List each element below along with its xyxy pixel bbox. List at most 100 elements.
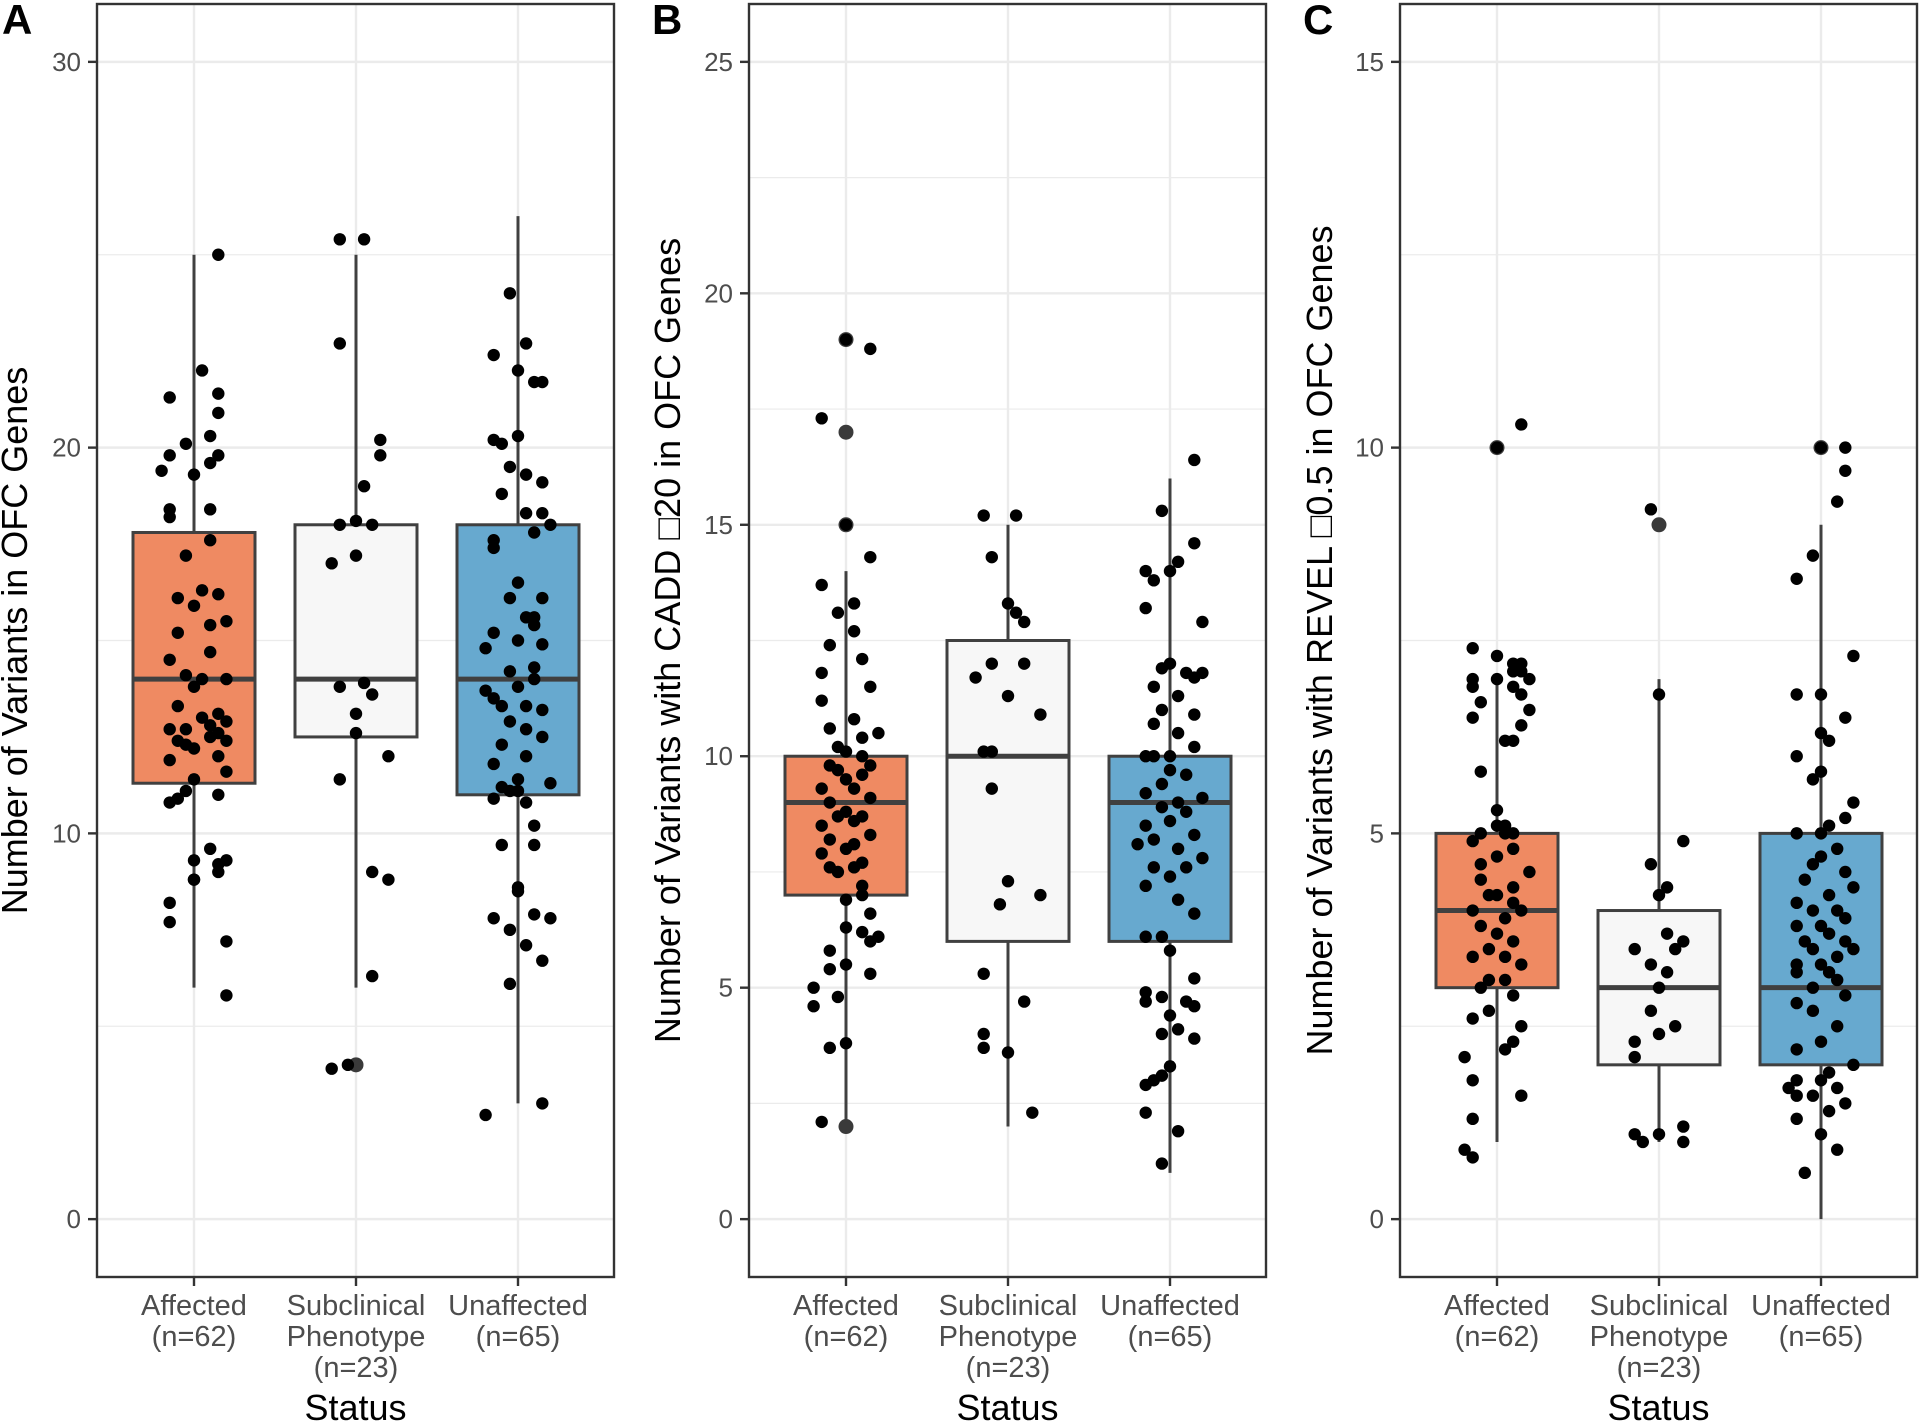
data-point <box>1790 919 1803 933</box>
data-point <box>977 1041 990 1055</box>
data-point <box>220 765 233 778</box>
data-point <box>536 591 549 605</box>
data-point <box>366 865 379 879</box>
y-tick-label: 20 <box>704 278 733 308</box>
data-point <box>1466 1074 1479 1087</box>
panel-letter: A <box>2 0 32 43</box>
data-point <box>1677 834 1690 848</box>
data-point <box>1628 1128 1641 1141</box>
data-point <box>503 715 517 728</box>
data-point <box>333 337 346 350</box>
data-point <box>1188 907 1201 920</box>
data-point <box>374 433 387 447</box>
data-point <box>536 476 549 489</box>
data-point <box>1814 765 1828 778</box>
data-point <box>1196 791 1209 805</box>
data-point <box>349 514 363 528</box>
data-point <box>823 962 836 976</box>
data-point <box>333 680 346 693</box>
data-point <box>1188 1032 1201 1045</box>
data-point <box>847 837 861 851</box>
data-point <box>163 653 176 666</box>
data-point <box>1677 935 1690 948</box>
data-point <box>977 967 990 980</box>
data-point <box>1017 657 1031 670</box>
y-tick-label: 10 <box>704 741 733 771</box>
data-point <box>1847 881 1860 894</box>
data-point <box>1822 819 1836 832</box>
data-point <box>1814 688 1828 701</box>
data-point <box>1507 935 1520 948</box>
data-point <box>1171 689 1185 703</box>
data-point <box>1806 549 1820 562</box>
data-point <box>1171 1023 1185 1036</box>
data-point <box>1515 904 1528 917</box>
data-point <box>1155 1069 1169 1082</box>
data-point <box>1839 811 1852 825</box>
data-point <box>1474 858 1488 871</box>
data-point <box>1814 441 1828 454</box>
data-point <box>1155 777 1169 791</box>
data-point <box>1507 842 1520 856</box>
data-point <box>155 464 168 477</box>
chart-panel-b: 0 5 10 15 20 25 Affected(n=62) SubclinicalPheno… <box>647 0 1268 1422</box>
data-point <box>1847 1058 1860 1072</box>
data-point <box>1139 819 1152 832</box>
data-point <box>839 773 853 786</box>
data-point <box>1196 666 1209 680</box>
data-point <box>823 722 836 735</box>
data-point <box>1163 564 1177 578</box>
data-point <box>325 1062 338 1075</box>
data-point <box>1474 981 1488 994</box>
data-point <box>1498 912 1512 925</box>
box-outlier <box>1651 517 1667 533</box>
data-point <box>1163 750 1177 763</box>
data-point <box>815 412 828 425</box>
data-point <box>1139 787 1152 800</box>
data-point <box>1490 672 1504 686</box>
data-point <box>204 456 217 470</box>
x-tick-label: Affected <box>793 1290 899 1322</box>
data-point <box>1466 711 1479 724</box>
data-point <box>1790 572 1803 585</box>
data-point <box>220 989 233 1002</box>
data-point <box>544 912 557 925</box>
data-point <box>1180 861 1193 874</box>
data-point <box>333 233 346 246</box>
data-point <box>1171 1124 1185 1138</box>
data-point <box>1523 865 1536 879</box>
data-point <box>503 460 517 474</box>
data-point <box>503 591 517 605</box>
data-point <box>163 896 176 910</box>
data-point <box>212 387 225 400</box>
data-point <box>195 364 209 377</box>
data-point <box>487 626 500 639</box>
data-point <box>985 657 998 670</box>
data-point <box>382 750 395 763</box>
data-point <box>528 526 541 539</box>
data-point <box>1523 703 1536 717</box>
data-point <box>1001 875 1015 888</box>
data-point <box>195 672 209 686</box>
data-point <box>1790 996 1803 1010</box>
data-point <box>1188 828 1201 842</box>
data-point <box>163 503 176 516</box>
data-point <box>1515 958 1528 971</box>
data-point <box>1806 904 1820 917</box>
data-point <box>1155 800 1169 814</box>
data-point <box>487 348 500 362</box>
data-point <box>212 707 225 720</box>
data-point <box>212 588 225 601</box>
x-tick-label: Phenotype <box>1590 1321 1729 1353</box>
data-point <box>1171 555 1185 569</box>
data-point <box>171 792 184 805</box>
data-point <box>1652 1027 1666 1041</box>
data-point <box>1026 1106 1039 1119</box>
data-point <box>1458 1050 1471 1064</box>
data-point <box>1474 765 1488 778</box>
data-point <box>220 715 233 728</box>
data-point <box>1798 1166 1812 1180</box>
data-point <box>1180 768 1193 781</box>
data-point <box>1147 833 1161 846</box>
